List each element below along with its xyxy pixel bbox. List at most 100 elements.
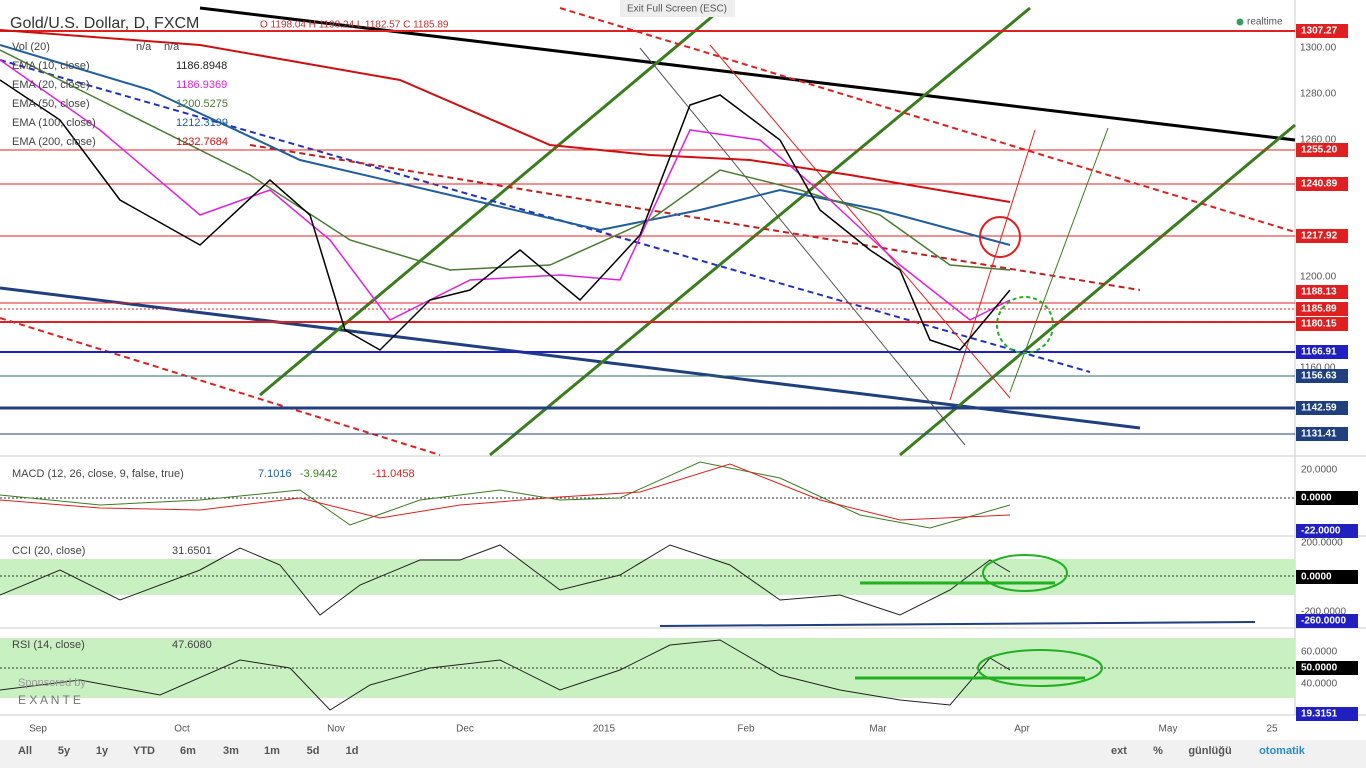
axis-label-box xyxy=(1296,524,1358,538)
ohlc: O 1198.04 H 1198.24 L 1182.57 C 1185.89 xyxy=(260,20,449,31)
price-label: 1188.13 xyxy=(1301,287,1337,298)
axis-label-box xyxy=(1296,614,1358,628)
price-label-box xyxy=(1296,345,1348,359)
macd-axis-tick: 20.0000 xyxy=(1301,465,1338,476)
axis-label-box xyxy=(1296,707,1358,721)
cci-value: 31.6501 xyxy=(172,545,212,557)
indicator-value: 1200.5275 xyxy=(176,98,228,110)
price-label: 1217.92 xyxy=(1301,231,1338,242)
price-tick: 1300.00 xyxy=(1300,43,1337,54)
price-label-box xyxy=(1296,317,1348,331)
indicator-value: 1232.7684 xyxy=(176,136,228,148)
toolbar xyxy=(0,740,1366,768)
time-tick: 25 xyxy=(1266,724,1278,735)
rsi-name: RSI (14, close) xyxy=(12,639,85,651)
range-button[interactable]: 1y xyxy=(96,745,109,757)
toolbar-option[interactable]: otomatik xyxy=(1259,745,1306,757)
rsi-axis-tick: 40.0000 xyxy=(1301,679,1338,690)
toolbar-option[interactable]: % xyxy=(1153,745,1163,757)
price-tick: 1260.00 xyxy=(1300,135,1337,146)
time-tick: Oct xyxy=(174,724,190,735)
indicator-value: 1186.9369 xyxy=(176,79,227,91)
time-tick: Apr xyxy=(1014,724,1030,735)
time-tick: Dec xyxy=(456,724,474,735)
sponsor: Sponsored by xyxy=(18,677,86,689)
range-button[interactable]: YTD xyxy=(133,745,155,757)
range-button[interactable]: 5d xyxy=(307,745,320,757)
price-label-box xyxy=(1296,229,1348,243)
status: realtime xyxy=(1247,17,1283,28)
indicator-name: Vol (20) xyxy=(12,41,50,53)
price-label-box xyxy=(1296,24,1348,38)
rsi-axis-tick: 50.0000 xyxy=(1301,663,1338,674)
macd-value: -3.9442 xyxy=(300,468,337,480)
indicator-value: 1212.3199 xyxy=(176,117,228,129)
indicator-value: 1186.8948 xyxy=(176,60,227,72)
cci-name: CCI (20, close) xyxy=(12,545,85,557)
macd-value: 7.1016 xyxy=(258,468,292,480)
cci-axis-tick: -260.0000 xyxy=(1301,616,1346,627)
price-label-box xyxy=(1296,401,1348,415)
price-label: 1185.89 xyxy=(1301,304,1337,315)
sponsor-brand: E X A N T E xyxy=(18,693,81,707)
indicator-value: n/a xyxy=(136,41,152,53)
price-label-box xyxy=(1296,369,1348,383)
price-label-box xyxy=(1296,285,1348,299)
time-tick: Sep xyxy=(29,724,47,735)
price-label-box xyxy=(1296,302,1348,316)
axis-label-box xyxy=(1296,491,1358,505)
drawings xyxy=(0,6,1296,711)
rsi-value: 47.6080 xyxy=(172,639,212,651)
macd-axis-tick: 0.0000 xyxy=(1301,493,1332,504)
status-dot xyxy=(1236,18,1244,26)
range-button[interactable]: 1d xyxy=(346,745,359,757)
price-label: 1156.63 xyxy=(1301,371,1337,382)
price-tick: 1200.00 xyxy=(1300,272,1337,283)
range-button[interactable]: 5y xyxy=(58,745,71,757)
axis-label-box xyxy=(1296,570,1358,584)
macd-axis-tick: -22.0000 xyxy=(1301,526,1341,537)
price-label: 1240.89 xyxy=(1301,179,1338,190)
indicator-name: EMA (100, close) xyxy=(12,117,96,129)
macd-value: -11.0458 xyxy=(372,468,415,480)
rsi-band xyxy=(0,638,1295,698)
exit-button[interactable] xyxy=(620,0,735,17)
price-label-box xyxy=(1296,143,1348,157)
macd-name: MACD (12, 26, close, 9, false, true) xyxy=(12,468,184,480)
price-label-box xyxy=(1296,427,1348,441)
time-tick: 2015 xyxy=(593,724,616,735)
toolbar-option[interactable]: ext xyxy=(1111,745,1127,757)
indicator-name: EMA (20, close) xyxy=(12,79,90,91)
indicator-value: n/a xyxy=(164,41,180,53)
toolbar-option[interactable]: günlüğü xyxy=(1188,745,1231,757)
time-tick: Nov xyxy=(327,724,345,735)
axis-label-box xyxy=(1296,661,1358,675)
price-tick: 1160.00 xyxy=(1300,363,1336,374)
exit-label[interactable]: Exit Full Screen (ESC) xyxy=(627,4,727,15)
indicator-name: EMA (10, close) xyxy=(12,60,90,72)
range-button[interactable]: 1m xyxy=(264,745,280,757)
price-label: 1180.15 xyxy=(1301,319,1337,330)
time-tick: May xyxy=(1159,724,1178,735)
price-label: 1166.91 xyxy=(1301,347,1337,358)
price-label: 1255.20 xyxy=(1301,145,1338,156)
indicator-name: EMA (50, close) xyxy=(12,98,90,110)
rsi-axis-tick: 60.0000 xyxy=(1301,647,1338,658)
time-tick: Feb xyxy=(737,724,755,735)
rsi-axis-tick: 19.3151 xyxy=(1301,709,1338,720)
price-label-box xyxy=(1296,177,1348,191)
time-tick: Mar xyxy=(869,724,887,735)
price-label: 1307.27 xyxy=(1301,26,1338,37)
chart-title: Gold/U.S. Dollar, D, FXCM xyxy=(10,15,199,32)
price-label: 1131.41 xyxy=(1301,429,1337,440)
cci-axis-tick: -200.0000 xyxy=(1301,607,1346,618)
range-button[interactable]: All xyxy=(18,745,32,757)
range-button[interactable]: 3m xyxy=(223,745,239,757)
cci-band xyxy=(0,559,1295,595)
indicator-name: EMA (200, close) xyxy=(12,136,96,148)
price-label: 1142.59 xyxy=(1301,403,1337,414)
cci-axis-tick: 200.0000 xyxy=(1301,538,1343,549)
range-button[interactable]: 6m xyxy=(180,745,196,757)
cci-axis-tick: 0.0000 xyxy=(1301,572,1332,583)
